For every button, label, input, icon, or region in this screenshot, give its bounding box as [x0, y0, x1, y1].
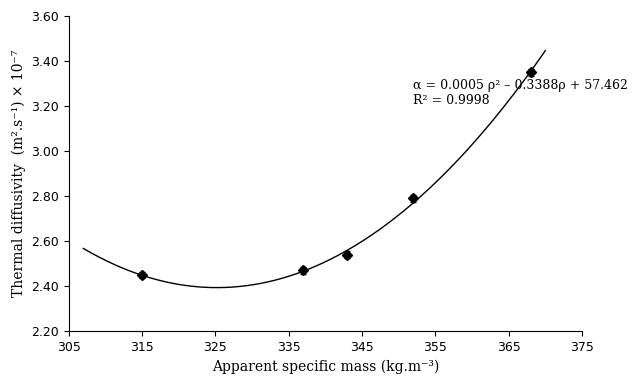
Text: α = 0.0005 ρ² – 0.3388ρ + 57.462
R² = 0.9998: α = 0.0005 ρ² – 0.3388ρ + 57.462 R² = 0.… — [413, 79, 628, 107]
X-axis label: Apparent specific mass (kg.m⁻³): Apparent specific mass (kg.m⁻³) — [212, 360, 439, 374]
Y-axis label: Thermal diffusivity  (m².s⁻¹) × 10⁻⁷: Thermal diffusivity (m².s⁻¹) × 10⁻⁷ — [11, 50, 26, 297]
